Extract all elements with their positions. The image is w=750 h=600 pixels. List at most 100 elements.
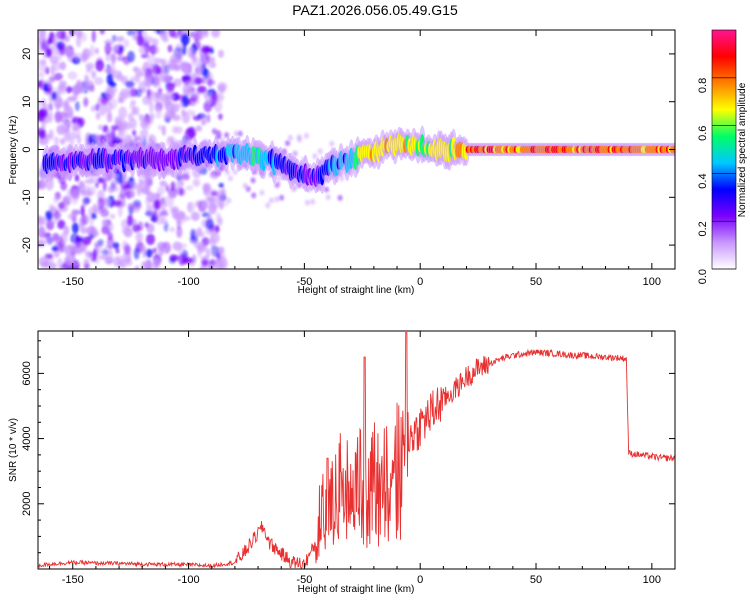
noise-blob xyxy=(117,71,123,81)
noise-blob xyxy=(187,201,196,214)
noise-blob xyxy=(206,114,211,123)
y-tick-label: 10 xyxy=(21,96,33,108)
noise-blob xyxy=(312,153,318,160)
noise-blob xyxy=(145,248,153,258)
noise-blob xyxy=(63,99,69,112)
noise-blob xyxy=(63,128,71,142)
noise-blob xyxy=(38,80,44,88)
noise-blob xyxy=(67,213,74,220)
noise-blob xyxy=(218,246,225,254)
noise-blob xyxy=(64,255,75,265)
noise-blob xyxy=(292,150,298,157)
noise-blob xyxy=(150,113,155,120)
noise-blob xyxy=(233,130,239,137)
colorbar-fill xyxy=(712,30,736,269)
noise-blob xyxy=(180,33,190,46)
x-tick-label: 100 xyxy=(643,276,661,288)
noise-blob xyxy=(152,38,159,47)
noise-blob xyxy=(116,55,127,62)
noise-blob xyxy=(145,75,152,89)
noise-blob xyxy=(89,44,95,57)
noise-blob xyxy=(218,49,224,59)
noise-blob xyxy=(54,136,59,145)
noise-blob xyxy=(118,91,126,104)
noise-blob xyxy=(204,238,213,245)
noise-blob xyxy=(188,97,197,106)
noise-blob xyxy=(100,249,109,256)
noise-blob xyxy=(66,188,74,200)
noise-blob xyxy=(187,46,195,59)
noise-blob xyxy=(250,177,256,184)
noise-blob xyxy=(201,120,207,126)
noise-blob xyxy=(104,68,114,74)
noise-blob xyxy=(112,200,122,207)
noise-blob xyxy=(72,89,79,101)
noise-blob xyxy=(73,52,84,62)
noise-blob xyxy=(179,187,184,196)
noise-blob xyxy=(109,213,116,219)
noise-blob xyxy=(166,83,175,92)
noise-blob xyxy=(195,125,203,132)
noise-blob xyxy=(164,98,171,107)
noise-blob xyxy=(259,189,265,196)
noise-blob xyxy=(157,124,163,131)
noise-blob xyxy=(197,199,208,212)
noise-blob xyxy=(136,34,145,47)
noise-blob xyxy=(41,65,50,73)
noise-blob xyxy=(125,80,135,89)
noise-blob xyxy=(39,226,47,239)
noise-blob xyxy=(111,54,116,65)
noise-blob xyxy=(287,134,293,141)
colorbar: 0.0 0.2 0.4 0.6 0.8 Normalized spectral ampl… xyxy=(697,29,748,284)
noise-blob xyxy=(117,204,123,218)
noise-blob xyxy=(210,245,220,257)
noise-blob xyxy=(182,215,191,222)
noise-blob xyxy=(99,30,105,35)
x-tick-label: 0 xyxy=(417,276,423,288)
noise-blob xyxy=(138,66,148,77)
noise-blob xyxy=(132,129,137,137)
noise-blob xyxy=(218,256,228,269)
noise-blob xyxy=(182,43,187,56)
y-tick-label: 0 xyxy=(21,146,33,152)
noise-blob xyxy=(202,68,210,80)
noise-blob xyxy=(94,181,99,189)
colorbar-tick-label: 0.0 xyxy=(697,269,709,284)
noise-blob xyxy=(209,259,217,265)
noise-blob xyxy=(58,43,66,56)
noise-blob xyxy=(38,58,42,72)
noise-blob xyxy=(304,132,309,139)
noise-blob xyxy=(203,45,211,54)
spectrogram-data xyxy=(38,30,675,269)
noise-blob xyxy=(164,195,175,208)
noise-blob xyxy=(169,257,177,264)
noise-blob xyxy=(192,178,201,187)
snr-frame xyxy=(37,330,676,570)
noise-blob xyxy=(44,253,53,260)
noise-blob xyxy=(276,174,282,181)
noise-blob xyxy=(187,126,197,139)
noise-blob xyxy=(155,111,162,119)
noise-blob xyxy=(113,256,121,267)
noise-blob xyxy=(149,214,158,222)
noise-blob xyxy=(197,85,207,94)
noise-blob xyxy=(149,100,154,114)
noise-blob xyxy=(337,194,343,201)
noise-blob xyxy=(128,103,135,110)
noise-blob xyxy=(89,251,97,263)
noise-blob xyxy=(40,216,49,225)
noise-blob xyxy=(107,185,115,194)
noise-blob xyxy=(218,182,224,188)
noise-blob xyxy=(154,91,162,99)
noise-blob xyxy=(52,233,60,242)
x-tick-label: -50 xyxy=(296,276,312,288)
snr-ylabel: SNR (10 * v/v) xyxy=(8,418,19,482)
noise-blob xyxy=(172,207,180,214)
noise-blob xyxy=(118,106,128,120)
noise-blob xyxy=(117,48,123,56)
noise-blob xyxy=(91,30,96,43)
figure-title: PAZ1.2026.056.05.49.G15 xyxy=(292,2,458,18)
noise-blob xyxy=(49,262,57,269)
noise-blob xyxy=(159,180,167,187)
noise-blob xyxy=(90,105,96,112)
